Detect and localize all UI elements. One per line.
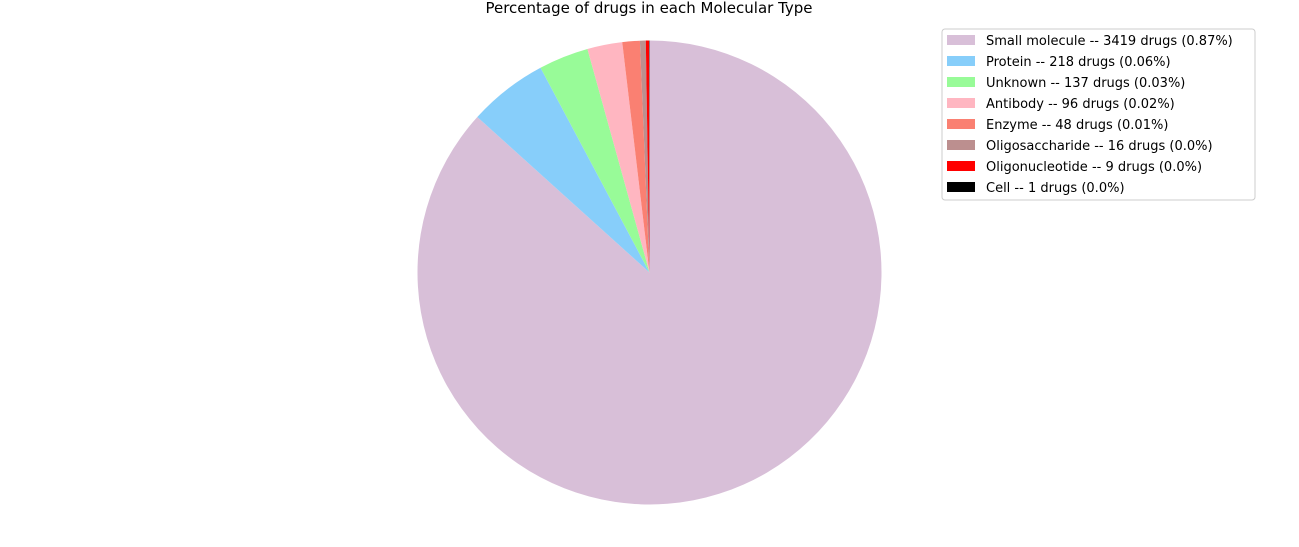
pie-slice-oligosaccharide <box>639 40 650 273</box>
legend-label-protein: Protein -- 218 drugs (0.06%) <box>986 55 1171 70</box>
pie-slice-antibody <box>587 42 650 273</box>
pie-slice-small-molecule <box>417 40 882 505</box>
legend-label-enzyme: Enzyme -- 48 drugs (0.01%) <box>986 118 1168 133</box>
legend-label-antibody: Antibody -- 96 drugs (0.02%) <box>986 97 1175 112</box>
pie-slice-enzyme <box>622 40 650 273</box>
legend: Small molecule -- 3419 drugs (0.87%) Prot… <box>941 28 1256 201</box>
legend-swatch-protein <box>947 56 975 66</box>
legend-label-unknown: Unknown -- 137 drugs (0.03%) <box>986 76 1185 91</box>
legend-swatch-cell <box>947 182 975 192</box>
legend-swatch-oligonucleotide <box>947 161 975 171</box>
legend-label-oligonucleotide: Oligonucleotide -- 9 drugs (0.0%) <box>986 160 1202 175</box>
pie-slice-protein <box>477 67 650 273</box>
legend-swatch-small-molecule <box>947 35 975 45</box>
chart-title: Percentage of drugs in each Molecular Ty… <box>485 0 812 17</box>
pie-slices <box>417 40 882 505</box>
legend-label-oligosaccharide: Oligosaccharide -- 16 drugs (0.0%) <box>986 139 1213 154</box>
pie-slice-oligonucleotide <box>645 40 650 273</box>
legend-frame <box>941 28 1256 201</box>
legend-swatch-antibody <box>947 98 975 108</box>
legend-label-small-molecule: Small molecule -- 3419 drugs (0.87%) <box>986 34 1233 49</box>
pie-slice-unknown <box>540 48 650 273</box>
legend-swatch-unknown <box>947 77 975 87</box>
legend-swatch-oligosaccharide <box>947 140 975 150</box>
legend-swatch-enzyme <box>947 119 975 129</box>
legend-label-cell: Cell -- 1 drugs (0.0%) <box>986 181 1125 196</box>
